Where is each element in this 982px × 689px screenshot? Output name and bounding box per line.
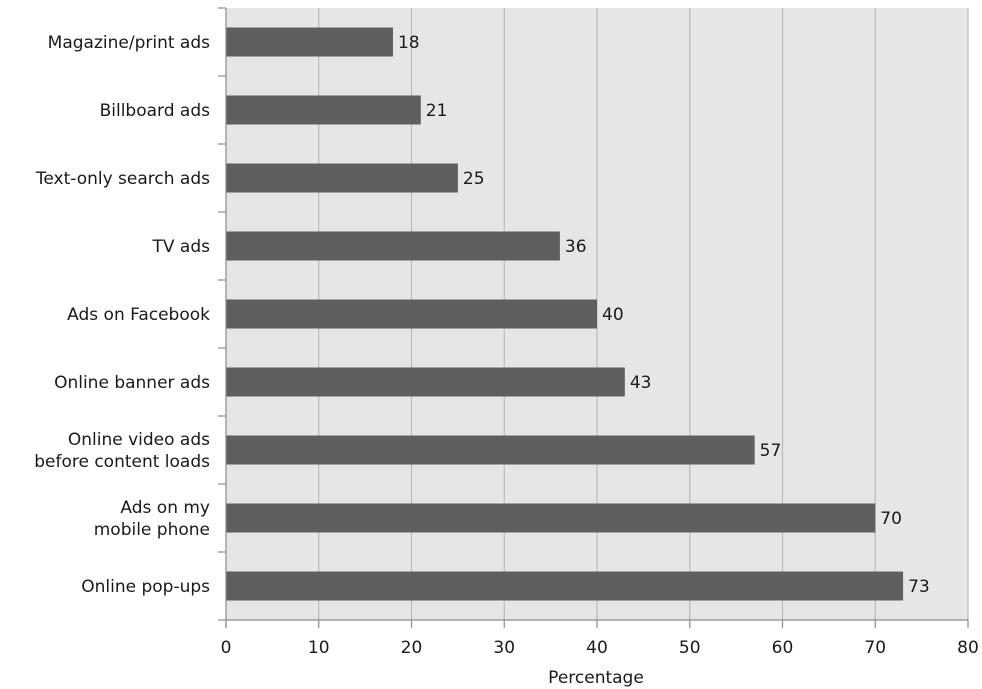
category-label: Billboard ads (100, 101, 211, 121)
bar (226, 231, 560, 261)
category-label: Text-only search ads (35, 169, 210, 189)
x-tick-label: 40 (586, 638, 608, 658)
data-label: 18 (398, 33, 420, 53)
data-label: 40 (602, 305, 624, 325)
data-label: 36 (565, 237, 587, 257)
bars (226, 27, 904, 601)
bar (226, 367, 625, 397)
data-label: 70 (880, 509, 902, 529)
data-labels: 18 21 25 36 40 43 57 70 73 (398, 33, 930, 597)
bar (226, 299, 597, 329)
x-tick-label: 50 (679, 638, 701, 658)
category-labels: Magazine/print ads Billboard ads Text-only… (34, 33, 210, 597)
data-label: 43 (630, 373, 652, 393)
x-tick-label: 0 (221, 638, 232, 658)
x-tick-label: 10 (308, 638, 330, 658)
x-tick-label: 60 (772, 638, 794, 658)
data-label: 21 (426, 101, 448, 121)
category-label: Ads on my mobile phone (94, 498, 210, 540)
data-label: 73 (908, 577, 930, 597)
bar (226, 503, 876, 533)
category-label: Online video ads before content loads (34, 430, 210, 472)
category-label: Online pop-ups (81, 577, 210, 597)
category-label: Ads on Facebook (67, 305, 210, 325)
x-tick-label: 20 (401, 638, 423, 658)
bar (226, 435, 755, 465)
axes (218, 7, 969, 628)
x-tick-label: 30 (493, 638, 515, 658)
bar (226, 27, 393, 57)
x-tick-label: 80 (957, 638, 979, 658)
x-axis-title: Percentage (548, 668, 644, 688)
data-label: 57 (760, 441, 782, 461)
category-label: TV ads (152, 237, 211, 257)
category-label: Magazine/print ads (48, 33, 210, 53)
bar (226, 95, 421, 125)
category-label: Online banner ads (54, 373, 210, 393)
x-tick-labels: 0 10 20 30 40 50 60 70 80 (221, 638, 979, 658)
bar (226, 571, 904, 601)
x-tick-label: 70 (864, 638, 886, 658)
data-label: 25 (463, 169, 485, 189)
bar (226, 163, 458, 193)
